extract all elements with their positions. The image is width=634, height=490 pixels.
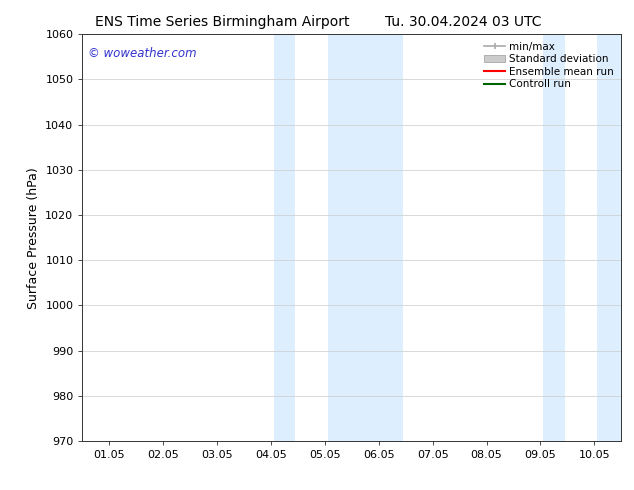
Bar bbox=[328, 34, 403, 441]
Bar bbox=[543, 34, 565, 441]
Text: ENS Time Series Birmingham Airport: ENS Time Series Birmingham Airport bbox=[94, 15, 349, 29]
Y-axis label: Surface Pressure (hPa): Surface Pressure (hPa) bbox=[27, 167, 40, 309]
Legend: min/max, Standard deviation, Ensemble mean run, Controll run: min/max, Standard deviation, Ensemble me… bbox=[482, 40, 616, 92]
Bar bbox=[597, 34, 634, 441]
Bar bbox=[274, 34, 295, 441]
Text: © woweather.com: © woweather.com bbox=[87, 47, 197, 59]
Text: Tu. 30.04.2024 03 UTC: Tu. 30.04.2024 03 UTC bbox=[385, 15, 541, 29]
